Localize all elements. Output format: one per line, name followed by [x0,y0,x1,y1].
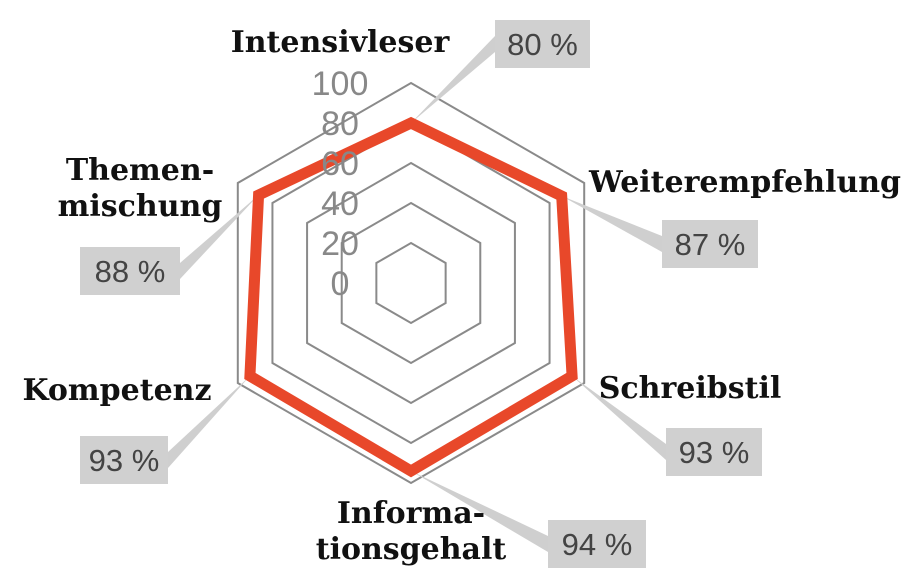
value-label-box [548,520,646,568]
category-label: Kompetenz [22,373,211,408]
leader-line [411,36,495,123]
leader-line [180,195,259,279]
category-label: Informa-tionsgehalt [316,496,507,567]
value-label: 87 % [675,227,746,262]
y-tick-label: 40 [321,185,359,223]
leader-line [561,196,662,252]
value-label-box [80,247,180,295]
leader-line [572,376,666,460]
grid-line [236,81,586,485]
value-label-box [666,428,762,476]
category-label: Weiterempfehlung [588,165,901,200]
value-label: 94 % [562,527,633,562]
value-label: 93 % [679,435,750,470]
grid-line [271,121,551,445]
grid-line [340,201,482,365]
y-tick-label: 100 [312,65,369,103]
grid-line [375,241,447,325]
category-label: Themen-mischung [58,153,223,224]
leader-line [411,471,548,552]
y-tick-label: 60 [321,145,359,183]
y-tick-label: 80 [321,105,359,143]
category-label: Intensivleser [231,25,451,60]
value-label-box [495,20,590,68]
leader-line [168,376,250,468]
value-label: 88 % [95,254,166,289]
value-label: 93 % [89,443,160,478]
y-tick-label: 0 [331,265,350,303]
value-label-box [662,220,758,268]
value-label-box [80,436,168,484]
y-tick-label: 20 [321,225,359,263]
series-line [244,116,578,478]
value-label: 80 % [507,27,578,62]
grid-line [306,161,516,405]
category-label: Schreibstil [599,371,782,406]
